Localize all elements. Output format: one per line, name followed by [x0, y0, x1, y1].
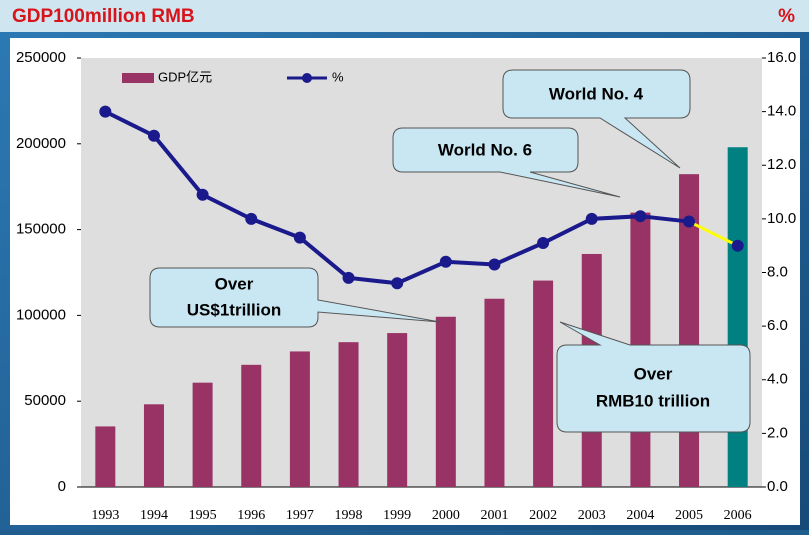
- y2-tick-label: 4.0: [767, 371, 788, 388]
- x-tick-label: 2006: [724, 508, 752, 523]
- y2-tick-label: 8.0: [767, 263, 788, 280]
- point: [293, 231, 306, 244]
- bar: [533, 280, 554, 487]
- y2-tick-label: 10.0: [767, 210, 796, 227]
- x-tick-label: 2004: [626, 508, 654, 523]
- legend-swatch: [122, 73, 154, 83]
- point: [439, 255, 452, 268]
- point: [585, 212, 598, 225]
- x-tick-label: 1997: [286, 508, 314, 523]
- point: [245, 212, 258, 225]
- x-tick-label: 1993: [91, 508, 119, 523]
- point: [342, 271, 355, 284]
- point: [537, 237, 550, 250]
- point: [391, 277, 404, 290]
- legend-label: %: [332, 69, 344, 84]
- annotation: Over: [634, 364, 673, 383]
- point: [634, 210, 647, 223]
- callout-box: [392, 127, 621, 198]
- x-tick-label: 2002: [529, 508, 557, 523]
- bar: [289, 351, 310, 487]
- bar: [387, 333, 408, 487]
- line-segment: [688, 220, 739, 248]
- y2-tick-label: 6.0: [767, 317, 788, 334]
- bar: [338, 342, 359, 487]
- y-tick-label: 100000: [16, 306, 66, 323]
- y2-tick-label: 16.0: [767, 49, 796, 66]
- x-tick-label: 1998: [335, 508, 363, 523]
- bar: [95, 426, 116, 487]
- legend-marker: [302, 73, 312, 83]
- y2-tick-label: 14.0: [767, 103, 796, 120]
- y-tick-label: 0: [58, 478, 66, 495]
- x-tick-label: 2001: [480, 508, 508, 523]
- point: [488, 258, 501, 271]
- point: [147, 129, 160, 142]
- y2-tick-label: 12.0: [767, 156, 796, 173]
- annotation: Over: [215, 274, 254, 293]
- point: [683, 215, 696, 228]
- chart-title: GDP100million RMB: [12, 6, 195, 27]
- annotation: US$1trillion: [187, 300, 281, 319]
- bar: [192, 382, 213, 487]
- annotation: RMB10 trillion: [596, 391, 710, 410]
- x-tick-label: 1999: [383, 508, 411, 523]
- bar: [727, 147, 748, 487]
- point: [196, 188, 209, 201]
- title-bar: [0, 0, 809, 32]
- y-tick-label: 150000: [16, 221, 66, 238]
- y2-title: %: [778, 6, 795, 27]
- callouts: [149, 69, 751, 433]
- point: [731, 239, 744, 252]
- x-tick-label: 2005: [675, 508, 703, 523]
- point: [99, 105, 112, 118]
- bar: [143, 404, 164, 487]
- bar: [435, 316, 456, 487]
- annotation: World No. 6: [438, 140, 532, 159]
- y-tick-label: 250000: [16, 49, 66, 66]
- x-tick-label: 2003: [578, 508, 606, 523]
- y2-tick-label: 2.0: [767, 424, 788, 441]
- bar: [484, 298, 505, 487]
- callout-box: [502, 69, 691, 169]
- x-tick-label: 1996: [237, 508, 265, 523]
- y-tick-label: 50000: [24, 392, 66, 409]
- x-tick-label: 1994: [140, 508, 168, 523]
- bar: [241, 364, 262, 487]
- annotation: World No. 4: [549, 84, 644, 103]
- legend-label: GDP亿元: [158, 69, 212, 84]
- x-tick-label: 1995: [189, 508, 217, 523]
- x-tick-label: 2000: [432, 508, 460, 523]
- callout-box: [149, 267, 441, 328]
- y2-tick-label: 0.0: [767, 478, 788, 495]
- y-tick-label: 200000: [16, 135, 66, 152]
- callout-box: [556, 321, 751, 433]
